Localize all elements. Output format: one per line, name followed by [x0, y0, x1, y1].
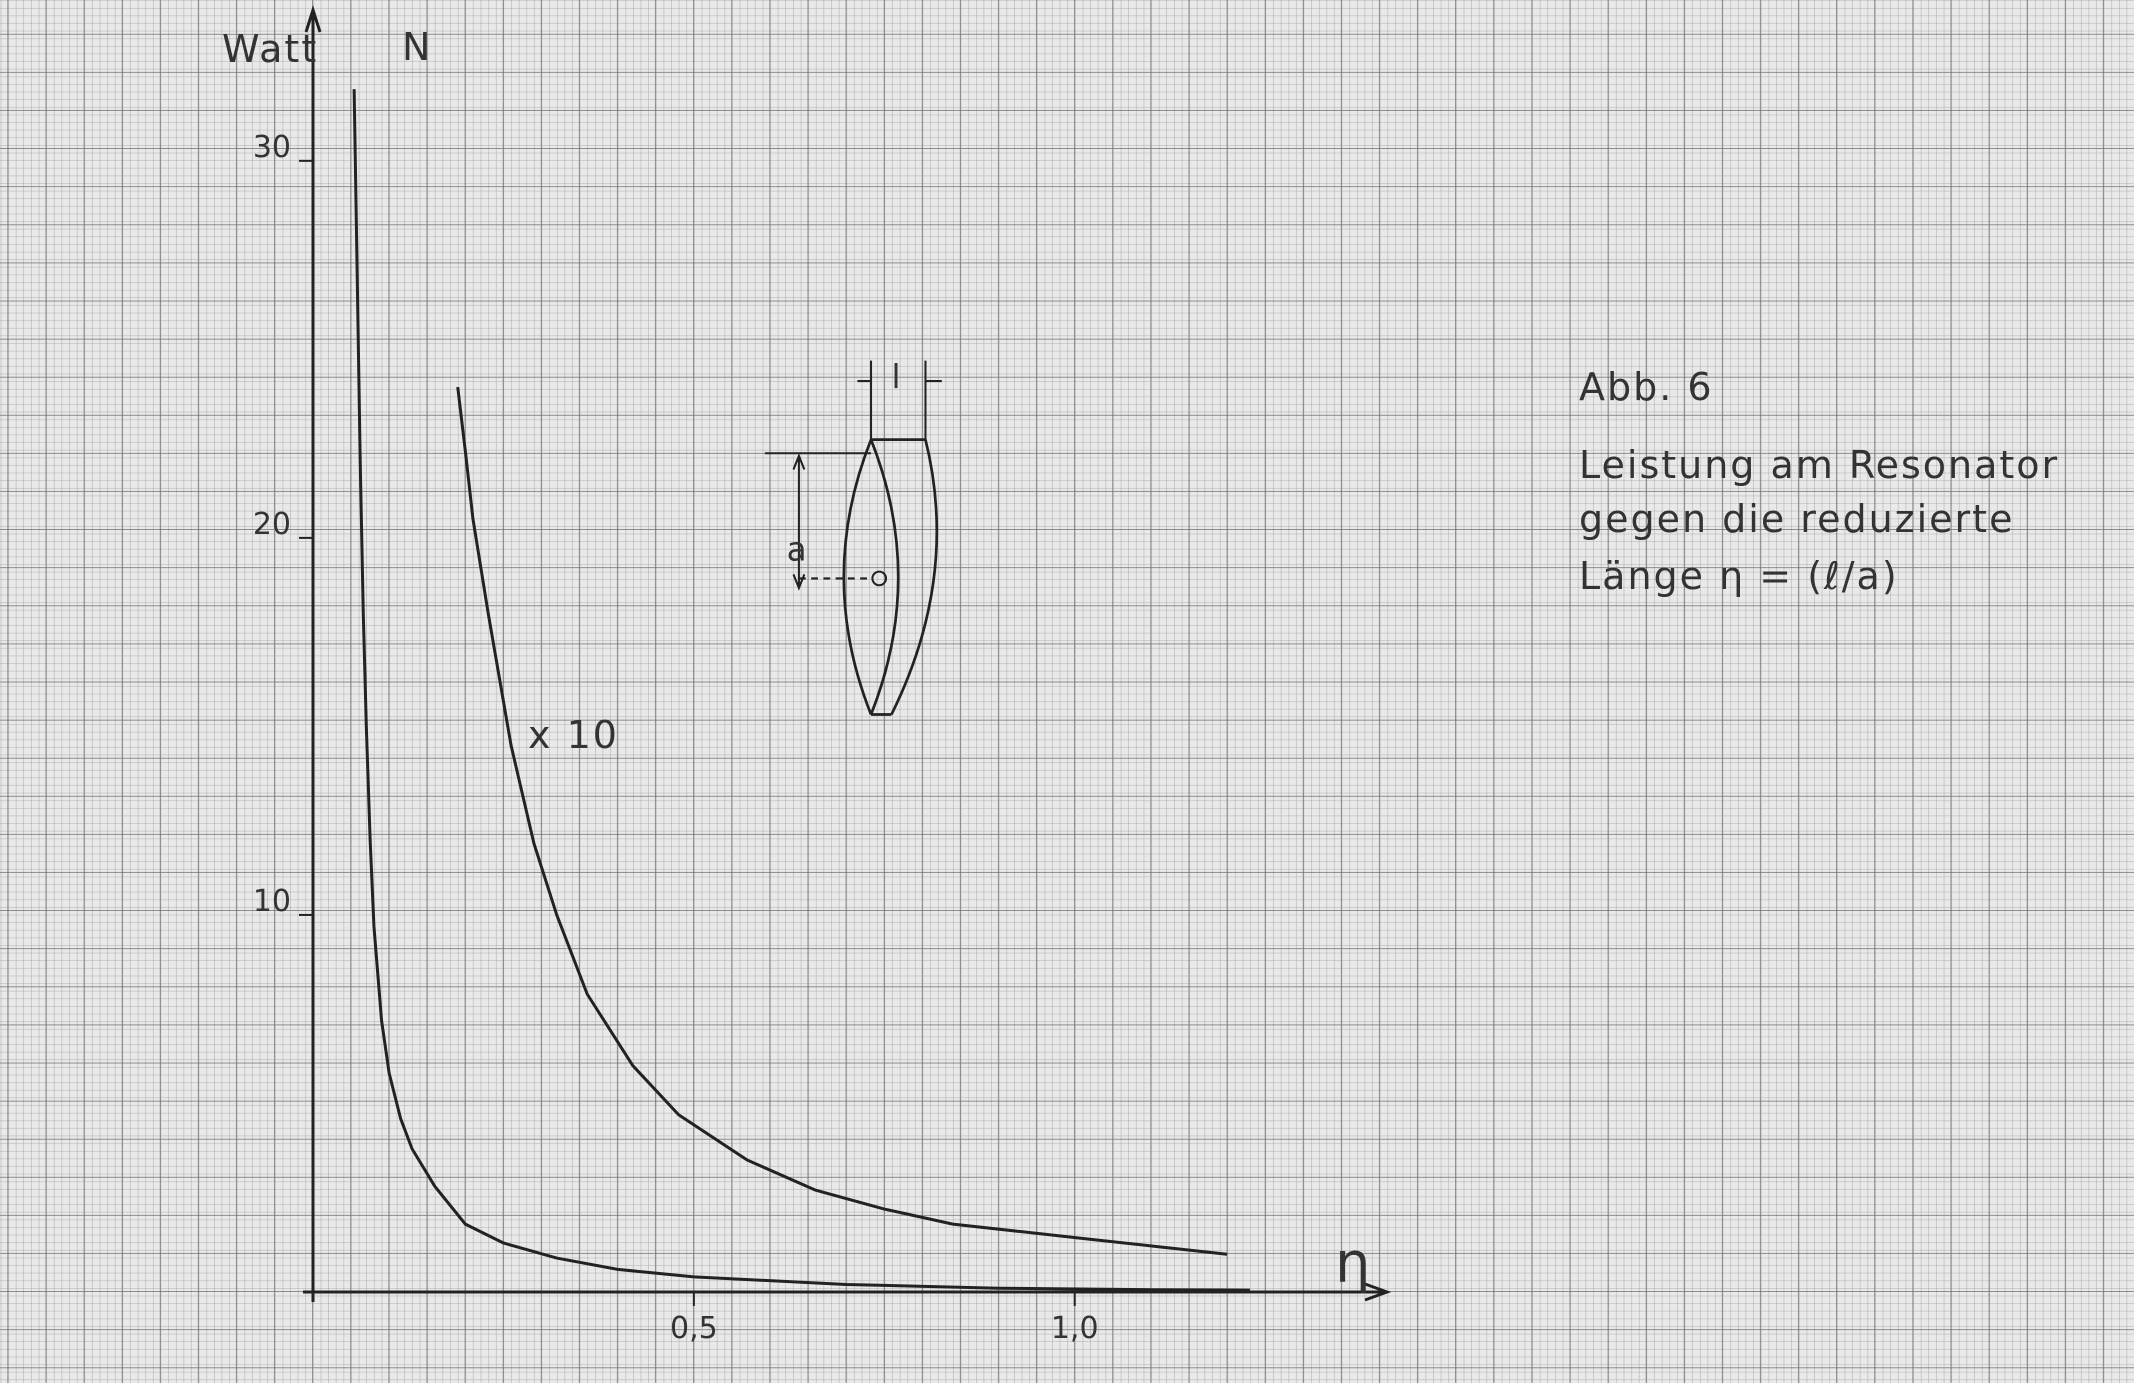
caption-line: gegen die reduzierte: [1579, 497, 2014, 541]
diagram-label: l: [891, 358, 900, 396]
center-mark: [871, 570, 888, 587]
annotation: x 10: [528, 713, 619, 757]
y-axis: [304, 5, 322, 1302]
series-line: [352, 89, 1250, 1292]
y-tick-label: 20: [253, 507, 291, 542]
sketch-arc: [890, 439, 939, 716]
diagram-label: a: [787, 531, 807, 569]
x-axis-label: η: [1335, 1231, 1371, 1296]
y-tick-label: 30: [253, 130, 291, 165]
series-line: [456, 386, 1228, 1256]
dimension-l: [857, 360, 942, 440]
x-tick-label: 0,5: [670, 1311, 718, 1346]
y-axis-label: Watt: [222, 27, 318, 71]
sketch-edge: [871, 438, 926, 716]
x-axis: [303, 1282, 1392, 1302]
x-tick-label: 1,0: [1051, 1311, 1099, 1346]
caption-line: Leistung am Resonator: [1579, 443, 2059, 487]
axes: [303, 5, 1392, 1302]
sketch-arc: [842, 439, 873, 716]
sketch-arc: [869, 439, 900, 716]
dimension-a: [764, 452, 872, 591]
y-symbol: N: [402, 25, 432, 69]
resonator-sketch: l a: [764, 358, 942, 716]
caption-line: Länge η = (ℓ/a): [1579, 554, 1899, 598]
y-tick-label: 10: [253, 884, 291, 919]
figure-label: Abb. 6: [1579, 365, 1714, 409]
